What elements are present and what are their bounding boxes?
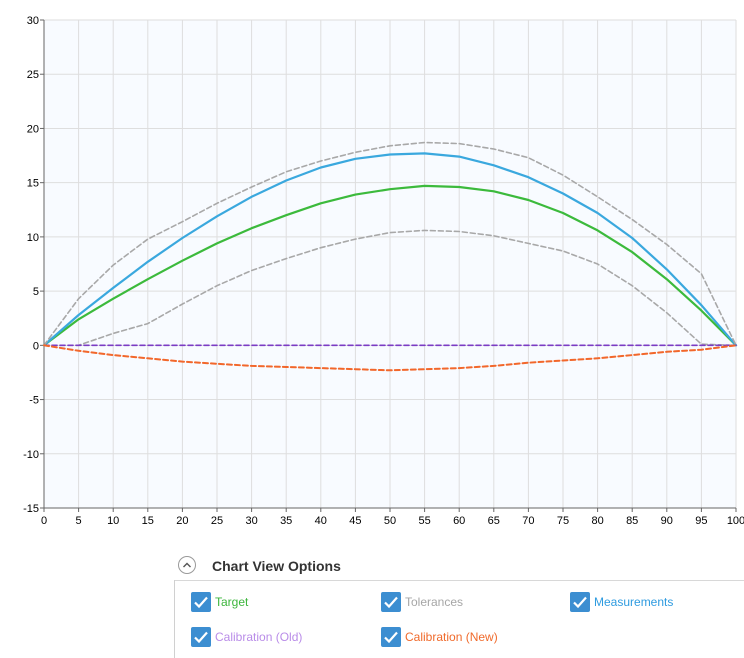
y-tick-label: -5 bbox=[29, 395, 39, 407]
x-tick-label: 40 bbox=[315, 515, 327, 527]
x-tick-label: 50 bbox=[384, 515, 396, 527]
calibration-old-checkbox[interactable] bbox=[191, 627, 211, 647]
grid-lines bbox=[43, 19, 737, 509]
series-line-tolerances-3 bbox=[43, 229, 737, 347]
x-tick-label: 80 bbox=[591, 515, 603, 527]
option-label-measurements: Measurements bbox=[594, 595, 674, 609]
x-tick-label: 20 bbox=[176, 515, 188, 527]
options-checkbox-group: Target Tolerances Measurements Calibrati… bbox=[174, 580, 744, 658]
check-icon bbox=[194, 596, 208, 609]
x-tick-label: 35 bbox=[280, 515, 292, 527]
option-label-calibration-old: Calibration (Old) bbox=[215, 630, 303, 644]
y-tick-label: 30 bbox=[27, 15, 39, 27]
x-tick-label: 65 bbox=[488, 515, 500, 527]
axes bbox=[40, 19, 737, 512]
x-tick-label: 85 bbox=[626, 515, 638, 527]
x-tick-label: 25 bbox=[211, 515, 223, 527]
tolerances-checkbox[interactable] bbox=[381, 592, 401, 612]
chart-view-options-panel: Chart View Options Target Tolerances Mea… bbox=[174, 553, 744, 658]
option-label-tolerances: Tolerances bbox=[405, 595, 464, 609]
x-tick-label: 60 bbox=[453, 515, 465, 527]
x-tick-label: 75 bbox=[557, 515, 569, 527]
y-tick-label: -15 bbox=[23, 503, 39, 515]
check-icon bbox=[384, 596, 398, 609]
series-line-calibration-new bbox=[43, 344, 737, 372]
y-tick-label: 0 bbox=[33, 340, 39, 352]
chevron-up-icon bbox=[183, 562, 191, 568]
target-checkbox[interactable] bbox=[191, 592, 211, 612]
y-tick-label: 25 bbox=[27, 69, 39, 81]
check-icon bbox=[573, 596, 587, 609]
measurements-checkbox[interactable] bbox=[570, 592, 590, 612]
x-tick-label: 45 bbox=[349, 515, 361, 527]
series-line-tolerances-2 bbox=[43, 141, 737, 347]
y-tick-label: 20 bbox=[27, 123, 39, 135]
x-tick-label: 30 bbox=[245, 515, 257, 527]
check-icon bbox=[194, 631, 208, 644]
series-line-measurements bbox=[42, 152, 738, 347]
x-tick-label: 95 bbox=[695, 515, 707, 527]
collapse-button[interactable] bbox=[178, 556, 196, 574]
x-tick-label: 10 bbox=[107, 515, 119, 527]
series-line-target bbox=[42, 184, 738, 347]
x-tick-label: 70 bbox=[522, 515, 534, 527]
calibration-new-checkbox[interactable] bbox=[381, 627, 401, 647]
option-label-target: Target bbox=[215, 595, 249, 609]
check-icon bbox=[384, 631, 398, 644]
option-label-calibration-new: Calibration (New) bbox=[405, 630, 498, 644]
y-tick-label: 10 bbox=[27, 232, 39, 244]
y-tick-label: 15 bbox=[27, 178, 39, 190]
series-lines bbox=[42, 141, 738, 372]
x-tick-label: 0 bbox=[41, 515, 47, 527]
x-tick-label: 15 bbox=[142, 515, 154, 527]
y-tick-label: 5 bbox=[33, 286, 39, 298]
x-tick-label: 55 bbox=[418, 515, 430, 527]
x-tick-label: 5 bbox=[76, 515, 82, 527]
options-header: Chart View Options bbox=[174, 553, 744, 581]
x-tick-label: 100 bbox=[727, 515, 744, 527]
options-title: Chart View Options bbox=[212, 558, 341, 574]
x-tick-label: 90 bbox=[661, 515, 673, 527]
y-tick-label: -10 bbox=[23, 449, 39, 461]
